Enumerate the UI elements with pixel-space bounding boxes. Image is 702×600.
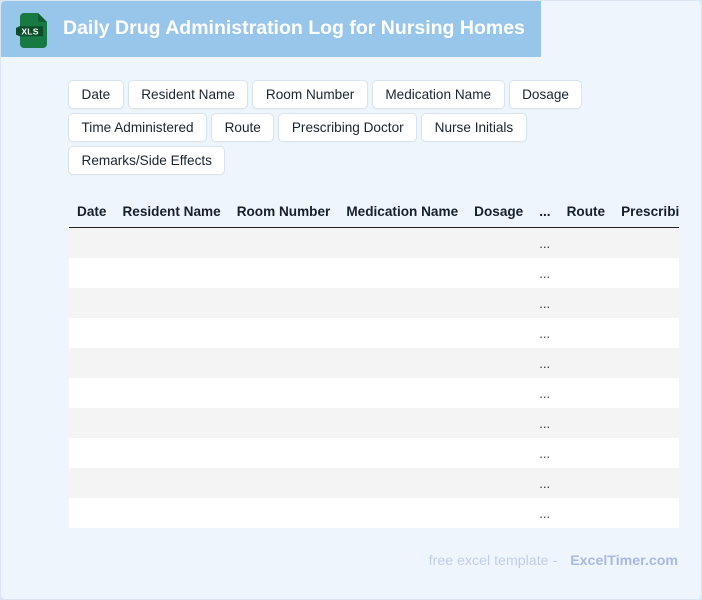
- svg-text:XLS: XLS: [21, 27, 38, 37]
